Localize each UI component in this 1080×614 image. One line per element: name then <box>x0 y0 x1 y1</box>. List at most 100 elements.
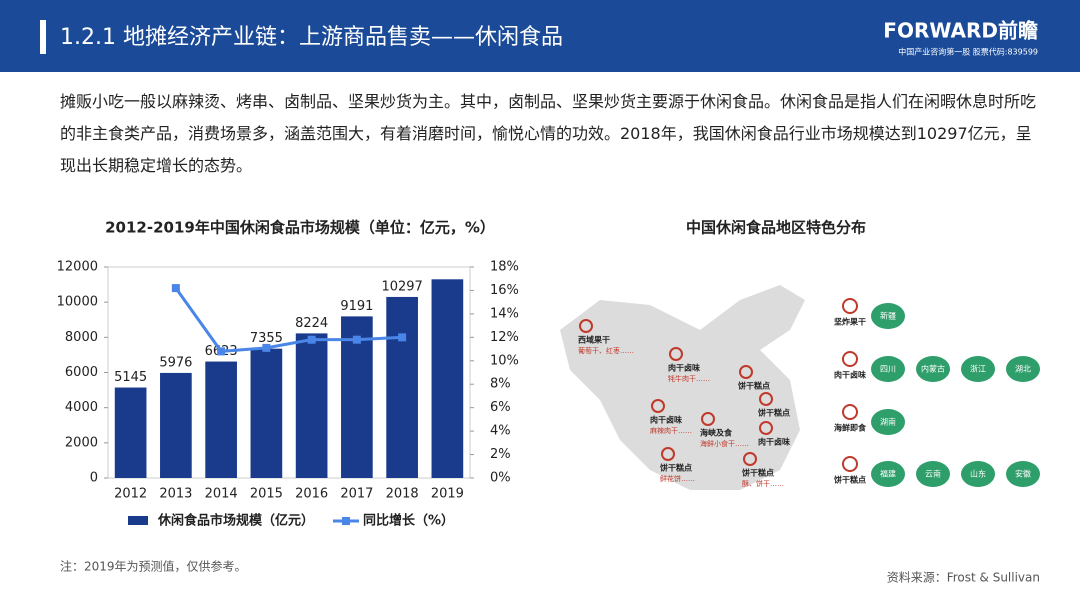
y2-tick-label: 12% <box>490 330 519 345</box>
bar <box>160 372 192 478</box>
y2-tick-label: 10% <box>490 353 519 368</box>
line-marker <box>307 335 316 344</box>
line-marker <box>398 333 407 342</box>
y-tick-label: 2000 <box>65 435 98 450</box>
region-label: 新疆 <box>880 311 896 321</box>
header-accent <box>40 20 46 54</box>
bar <box>295 333 328 478</box>
x-tick-label: 2018 <box>386 487 419 502</box>
y2-tick-label: 2% <box>490 447 511 462</box>
region-label: 山东 <box>970 469 986 479</box>
map-label: 饼干糕点 <box>742 468 774 478</box>
x-tick-label: 2015 <box>250 487 283 502</box>
map-shape <box>560 285 805 490</box>
x-tick-label: 2014 <box>205 487 238 502</box>
line <box>174 287 403 353</box>
y-tick-label: 4000 <box>65 400 98 415</box>
map-label: 肉干卤味 <box>650 415 682 425</box>
logo-sub: 中国产业咨询第一股 股票代码:839599 <box>898 47 1038 57</box>
legend-label: 休闲食品市场规模（亿元） <box>157 513 314 529</box>
map-sublabel: 鲜花饼…… <box>660 474 695 483</box>
source: 资料来源：Frost & Sullivan <box>887 571 1040 585</box>
value-label: 10297 <box>381 279 422 294</box>
map-legend-label: 海鲜即食 <box>834 423 867 433</box>
y-tick-label: 8000 <box>65 330 98 345</box>
bar <box>386 296 418 478</box>
header-bar <box>0 0 1080 72</box>
y2-tick-label: 6% <box>490 400 511 415</box>
legend-swatch <box>128 516 148 525</box>
y2-tick-label: 16% <box>490 283 519 298</box>
region-shape <box>871 461 905 487</box>
map-icon <box>669 347 683 361</box>
map-icon <box>661 447 675 461</box>
y2-tick-label: 14% <box>490 306 519 321</box>
x-tick-label: 2013 <box>159 487 192 502</box>
map-legend-label: 肉干卤味 <box>834 370 866 380</box>
y2-tick-label: 4% <box>490 424 511 439</box>
map-icon <box>743 452 757 466</box>
map-label: 饼干糕点 <box>758 408 790 418</box>
legend-icon <box>842 298 858 314</box>
map-label: 海峡及食 <box>700 428 733 438</box>
map-icon <box>701 412 715 426</box>
bar <box>205 361 237 478</box>
map-sublabel: 酥、饼干…… <box>742 479 784 488</box>
map-label: 饼干糕点 <box>660 463 692 473</box>
map-label: 西域果干 <box>578 335 610 345</box>
line-marker <box>352 335 361 344</box>
region-shape <box>1006 356 1040 382</box>
region-shape <box>961 356 995 382</box>
x-tick-label: 2019 <box>431 487 464 502</box>
x-tick-label: 2012 <box>114 487 147 502</box>
region-label: 浙江 <box>970 364 986 374</box>
value-label: 5976 <box>159 355 192 370</box>
y2-tick-label: 0% <box>490 471 511 486</box>
map-icon <box>739 365 753 379</box>
region-label: 云南 <box>925 469 941 479</box>
legend-label: 同比增长（%） <box>363 513 454 529</box>
value-label: 5145 <box>114 370 147 385</box>
map-label: 饼干糕点 <box>738 381 770 391</box>
region-shape <box>1006 461 1040 487</box>
region-label: 湖北 <box>1015 365 1031 374</box>
y-tick-label: 10000 <box>57 295 98 310</box>
bar <box>250 348 283 478</box>
y-tick-label: 6000 <box>65 365 98 380</box>
region-label: 四川 <box>880 365 896 374</box>
region-shape <box>961 461 995 487</box>
value-label: 8224 <box>295 316 328 331</box>
line-marker <box>217 347 226 356</box>
header-title: 1.2.1 地摊经济产业链：上游商品售卖——休闲食品 <box>60 25 563 50</box>
legend-icon <box>842 404 858 420</box>
chart-title: 2012-2019年中国休闲食品市场规模（单位：亿元，%） <box>105 219 495 237</box>
region-shape <box>916 356 950 382</box>
x-tick-label: 2016 <box>295 487 328 502</box>
region-label: 内蒙古 <box>921 364 945 374</box>
legend-swatch <box>342 517 350 525</box>
map-icon <box>759 421 773 435</box>
region-shape <box>871 303 905 329</box>
map-label: 肉干卤味 <box>668 363 700 373</box>
y2-tick-label: 18% <box>490 260 519 275</box>
line-marker <box>262 343 271 352</box>
region-shape <box>871 409 905 435</box>
x-tick-label: 2017 <box>340 487 373 502</box>
region-label: 福建 <box>880 469 896 479</box>
region-shape <box>916 461 950 487</box>
legend-icon <box>842 456 858 472</box>
paragraph: 摊贩小吃一般以麻辣烫、烤串、卤制品、坚果炒货为主。其中，卤制品、坚果炒货主要源于… <box>60 92 1037 175</box>
map-sublabel: 葡萄干、红枣…… <box>578 346 634 355</box>
bar <box>114 387 147 478</box>
map-sublabel: 麻辣肉干…… <box>650 426 692 435</box>
line-marker <box>171 284 180 293</box>
y-tick-label: 12000 <box>57 260 98 275</box>
map-icon <box>759 392 773 406</box>
y2-tick-label: 8% <box>490 377 511 392</box>
value-label: 7355 <box>250 331 283 346</box>
y-tick-label: 0 <box>90 471 98 486</box>
value-label: 9191 <box>340 299 373 314</box>
map-legend-label: 坚炸果干 <box>834 317 866 327</box>
